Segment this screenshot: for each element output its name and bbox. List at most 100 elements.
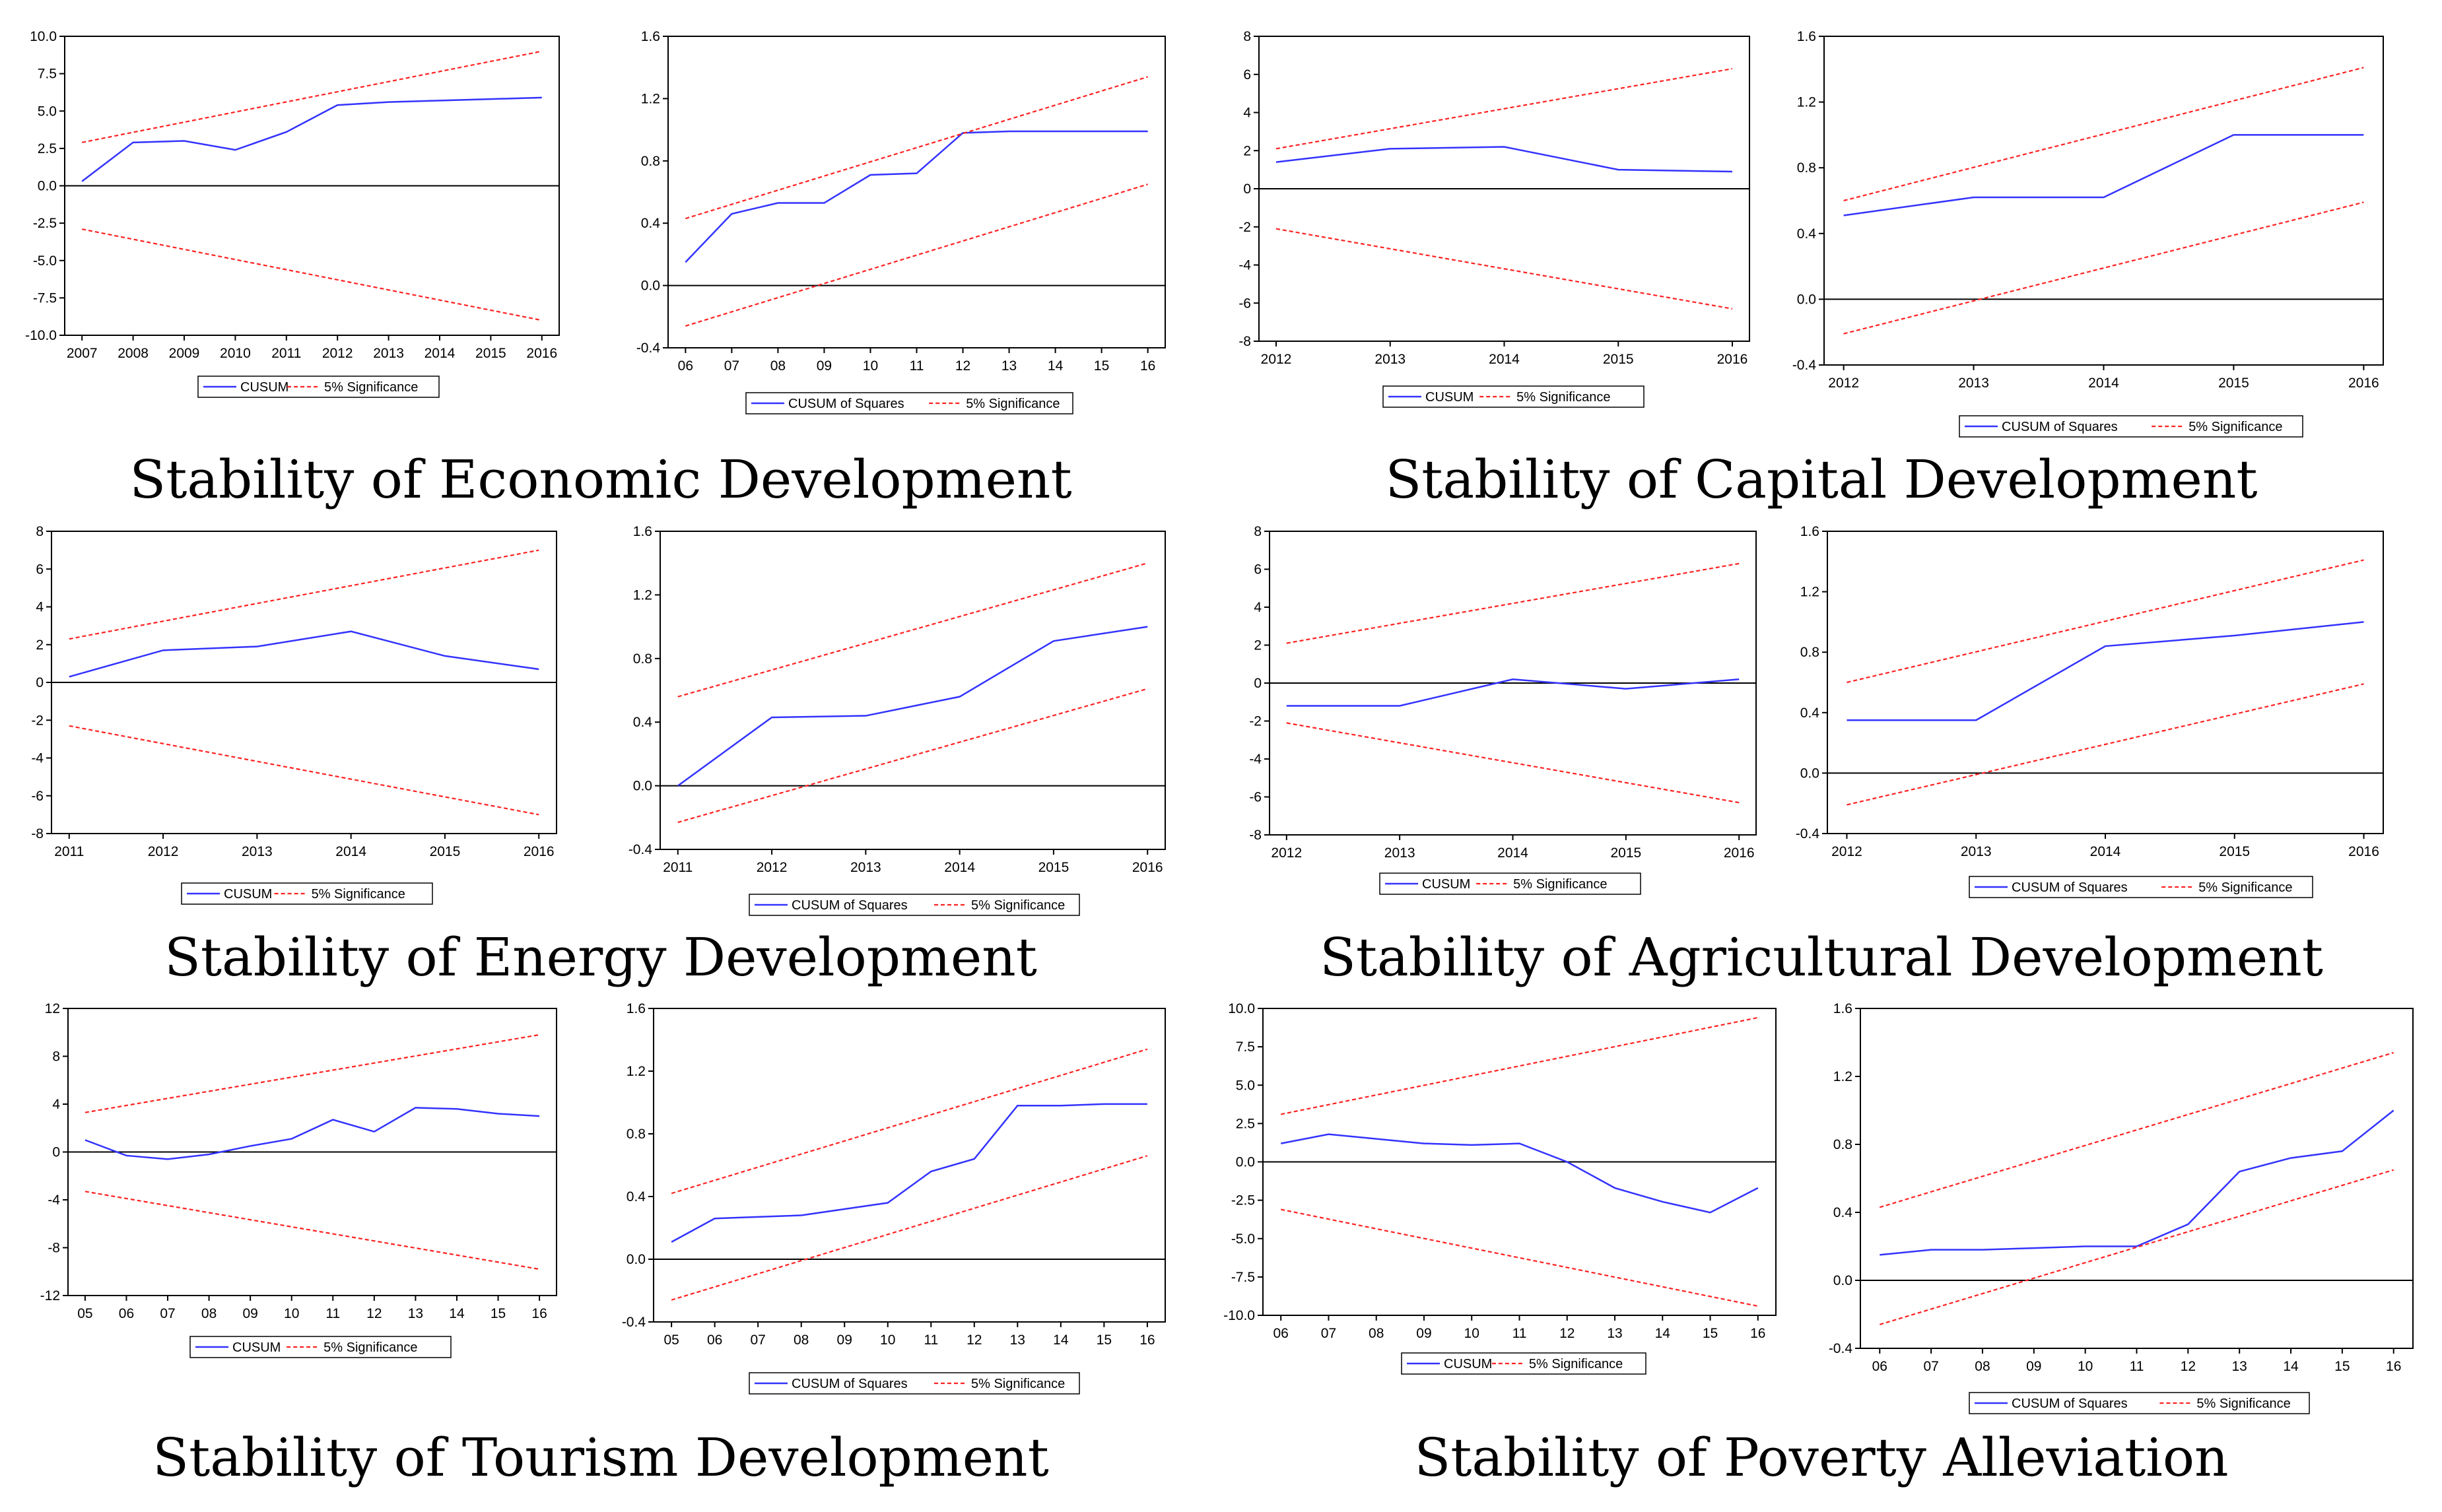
significance-bound-line (85, 1191, 540, 1270)
x-tick-label: 2016 (1132, 860, 1163, 875)
y-tick-label: -0.4 (636, 341, 661, 356)
y-tick-label: 0.8 (641, 154, 660, 169)
x-tick-label: 13 (1010, 1332, 1025, 1348)
significance-bound-line (82, 228, 542, 321)
y-tick-label: 1.6 (641, 29, 660, 44)
y-tick-label: 8 (52, 1049, 60, 1065)
y-tick-label: 1.2 (633, 587, 652, 603)
caption-poverty-alleviation: Stability of Poverty Alleviation (1414, 1427, 2229, 1488)
x-tick-label: 2013 (1384, 845, 1415, 861)
y-tick-label: 0.4 (633, 715, 653, 730)
cusum-series-line (671, 1103, 1147, 1243)
x-tick-label: 2012 (1831, 844, 1862, 859)
caption-tourism-development: Stability of Tourism Development (153, 1427, 1049, 1488)
cusum-series-line (1880, 1109, 2394, 1256)
y-tick-label: -10.0 (25, 328, 57, 343)
y-tick-label: -4 (48, 1193, 60, 1208)
legend-box (181, 882, 433, 905)
x-tick-label: 07 (750, 1332, 765, 1348)
significance-bound-line (69, 549, 539, 640)
y-tick-label: 8 (1254, 524, 1262, 539)
plot-frame (660, 531, 1166, 850)
legend-box (1382, 385, 1645, 408)
y-tick-label: 1.2 (641, 91, 660, 106)
significance-bound-line (1275, 228, 1733, 310)
legend-cusum-label: CUSUM (224, 887, 272, 902)
y-tick-label: -2.5 (1231, 1193, 1255, 1208)
y-tick-label: 1.6 (627, 1001, 646, 1016)
legend-cusum-label: CUSUM of Squares (2012, 880, 2128, 895)
y-tick-label: 10.0 (30, 29, 57, 44)
legend-box (745, 392, 1073, 414)
y-tick-label: -0.4 (1829, 1341, 1853, 1356)
x-tick-label: 2015 (1603, 352, 1634, 367)
legend-box (1401, 1352, 1646, 1375)
cusum-series-line (685, 130, 1148, 263)
chart-panel-11: 10.0 7.5 5.0 2.5 0.0 -2.5 -5.0 -7.5 -10.0 06 07 08 0… (1223, 1001, 1777, 1375)
y-tick-label: -8 (1249, 828, 1262, 843)
legend-box (1959, 415, 2303, 438)
y-tick-label: 1.6 (1800, 524, 1819, 539)
y-tick-label: 6 (36, 562, 44, 577)
x-tick-label: 06 (678, 358, 693, 374)
chart-panel-10: 1.6 1.2 0.8 0.4 0.0 -0.4 05 06 07 08 09 10 11 12 13 14 1… (622, 1001, 1166, 1395)
x-tick-label: 13 (1001, 358, 1017, 374)
legend-cusum-label: CUSUM (240, 380, 288, 395)
chart-panel-6: 1.6 1.2 0.8 0.4 0.0 -0.4 2011 2012 2013 2014 2015 2… (628, 524, 1166, 916)
chart-panel-2: 1.6 1.2 0.8 0.4 0.0 -0.4 06 07 08 09 10 11 12 13 14 15 1… (636, 29, 1166, 414)
chart-panel-12: 1.6 1.2 0.8 0.4 0.0 -0.4 06 07 08 09 10 11 12 13 14 15 1… (1829, 1001, 2414, 1414)
x-tick-label: 10 (2078, 1359, 2093, 1374)
x-tick-label: 15 (1703, 1326, 1718, 1341)
x-tick-label: 08 (1369, 1326, 1384, 1341)
y-tick-label: -0.4 (628, 842, 653, 857)
x-tick-label: 2015 (430, 844, 461, 859)
x-tick-label: 06 (1872, 1359, 1887, 1374)
x-tick-label: 09 (837, 1332, 852, 1348)
x-tick-label: 13 (1607, 1326, 1622, 1341)
legend-cusum-label: CUSUM (1444, 1357, 1492, 1371)
x-tick-label: 2016 (2348, 844, 2379, 859)
y-tick-label: -4 (1249, 752, 1262, 767)
y-tick-label: 1.2 (1797, 95, 1816, 110)
y-tick-label: 1.2 (1833, 1069, 1852, 1084)
y-tick-label: 2 (1243, 143, 1251, 158)
y-tick-label: -6 (1238, 296, 1251, 311)
significance-bound-line (82, 50, 542, 143)
x-tick-label: 12 (2181, 1359, 2196, 1374)
x-tick-label: 2014 (1497, 845, 1528, 861)
legend-significance-label: 5% Significance (2198, 880, 2292, 895)
x-tick-label: 16 (1140, 358, 1155, 374)
x-tick-label: 2014 (2088, 376, 2119, 391)
y-tick-label: 0.4 (641, 216, 661, 231)
x-tick-label: 07 (724, 358, 739, 374)
cusum-series-line (69, 630, 539, 678)
x-tick-label: 14 (449, 1306, 465, 1321)
y-tick-label: -2 (1238, 220, 1251, 235)
x-tick-label: 2013 (1374, 352, 1406, 367)
y-tick-label: 0.8 (1797, 160, 1816, 176)
cusum-series-line (1280, 1133, 1759, 1214)
y-tick-label: 1.2 (627, 1064, 646, 1079)
legend-cusum-label: CUSUM of Squares (788, 397, 904, 411)
x-tick-label: 2013 (242, 844, 273, 859)
x-tick-label: 08 (794, 1332, 809, 1348)
y-tick-label: 0.0 (633, 779, 652, 794)
caption-capital-development: Stability of Capital Development (1385, 449, 2258, 510)
x-tick-label: 2016 (524, 844, 555, 859)
y-tick-label: -5.0 (1231, 1232, 1255, 1247)
y-tick-label: 8 (1243, 29, 1251, 44)
y-tick-label: 5.0 (1236, 1078, 1255, 1093)
legend-cusum-label: CUSUM of Squares (792, 1377, 908, 1391)
x-tick-label: 14 (1655, 1326, 1671, 1341)
x-tick-label: 2012 (322, 346, 353, 361)
x-tick-label: 2016 (2348, 376, 2379, 391)
significance-bound-line (1843, 201, 2364, 335)
y-tick-label: 0.4 (1800, 706, 1820, 721)
x-tick-label: 2015 (1038, 860, 1069, 875)
x-tick-label: 2013 (1961, 844, 1992, 859)
significance-bound-line (1847, 683, 2364, 806)
y-tick-label: 0.0 (1800, 766, 1819, 781)
legend-box (749, 1372, 1080, 1395)
x-tick-label: 09 (817, 358, 832, 374)
